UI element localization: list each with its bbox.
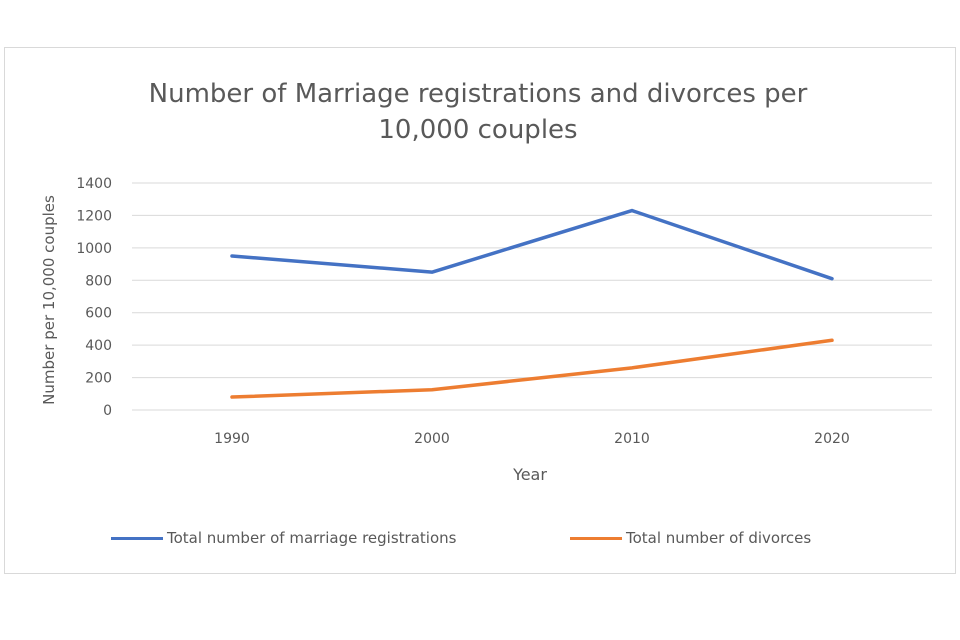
chart-frame <box>4 47 956 574</box>
chart-title-line-1: Number of Marriage registrations and div… <box>148 79 808 109</box>
series-line-divorces <box>230 338 834 399</box>
chart-title: Number of Marriage registrations and div… <box>0 76 956 148</box>
y-tick-label: 0 <box>103 403 112 419</box>
y-tick-label: 400 <box>85 338 112 354</box>
series-lines <box>230 208 834 399</box>
legend-label-divorces: Total number of divorces <box>626 529 812 547</box>
legend-entry-marriages: Total number of marriage registrations <box>111 528 456 548</box>
y-tick-label: 800 <box>85 273 112 289</box>
x-tick-label: 1990 <box>214 431 250 447</box>
legend-swatch-marriages <box>111 536 163 540</box>
gridlines <box>132 182 932 411</box>
y-tick-label: 200 <box>85 371 112 387</box>
chart-title-line-2: 10,000 couples <box>378 115 578 145</box>
y-tick-label: 1200 <box>76 208 112 224</box>
x-tick-label: 2020 <box>814 431 850 447</box>
legend-entry-divorces: Total number of divorces <box>570 528 811 548</box>
x-tick-label: 2000 <box>414 431 450 447</box>
legend-swatch-divorces <box>570 536 622 540</box>
y-tick-label: 600 <box>85 306 112 322</box>
y-axis-title: Number per 10,000 couples <box>40 195 58 405</box>
y-axis-ticks: 0 200 400 600 800 1000 1200 1400 <box>76 176 112 419</box>
x-axis-title: Year <box>512 465 547 484</box>
y-tick-label: 1400 <box>76 176 112 192</box>
x-axis-ticks: 1990 2000 2010 2020 <box>214 431 850 447</box>
legend-label-marriages: Total number of marriage registrations <box>167 529 457 547</box>
y-tick-label: 1000 <box>76 241 112 257</box>
x-tick-label: 2010 <box>614 431 650 447</box>
series-line-marriages <box>230 208 834 281</box>
